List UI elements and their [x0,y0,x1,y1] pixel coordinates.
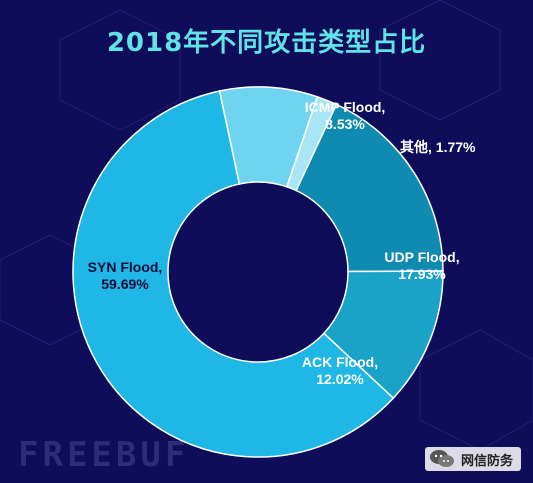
wechat-icon [429,450,454,467]
labels-group: ICMP Flood, 8.53% 其他, 1.77% UDP Flood, 17.93… [88,99,476,387]
slices-group [72,86,444,458]
slice-syn-flood [72,90,395,458]
freebuf-logo: FREEBUF [18,435,190,475]
data-label-1: 其他, 1.77% [400,139,476,155]
watermark-badge: 网信防务 [424,447,521,471]
slice-udp-flood [295,103,444,273]
data-label-2: UDP Flood, 17.93% [384,249,459,282]
watermark-text: 网信防务 [460,453,513,469]
data-label-4: SYN Flood, 59.69% [88,259,163,292]
data-label-3: ACK Flood, 12.02% [302,354,378,387]
chart-title: 2018年不同攻击类型占比 [106,28,427,58]
footer: FREEBUF 网信防务 [0,435,533,483]
data-label-0: ICMP Flood, 8.53% [305,99,386,132]
